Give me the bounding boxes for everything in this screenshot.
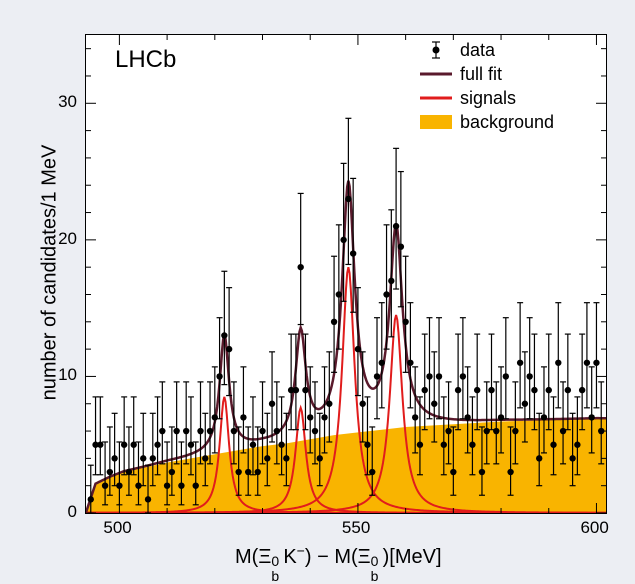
chart-container: LHCb number of candidates/1 MeV M(Ξ0bK−)… bbox=[0, 0, 635, 582]
y-tick-label: 20 bbox=[58, 229, 77, 249]
experiment-label: LHCb bbox=[115, 46, 176, 74]
y-tick-label: 30 bbox=[58, 92, 77, 112]
legend-swatch bbox=[418, 88, 454, 108]
legend-item: background bbox=[418, 110, 554, 134]
x-axis-label-text: M(Ξ0bK−) − M(Ξ0b)[MeV] bbox=[235, 546, 442, 568]
x-tick-label: 550 bbox=[342, 518, 370, 538]
x-tick-label: 500 bbox=[103, 518, 131, 538]
legend-label: full fit bbox=[460, 64, 502, 85]
legend-label: signals bbox=[460, 88, 516, 109]
legend: data full fit signals background bbox=[418, 38, 554, 134]
y-tick-label: 10 bbox=[58, 365, 77, 385]
y-axis-label-text: number of candidates/1 MeV bbox=[39, 145, 61, 401]
legend-swatch bbox=[418, 40, 454, 60]
y-tick-label: 0 bbox=[68, 502, 77, 522]
x-axis-label: M(Ξ0bK−) − M(Ξ0b)[MeV] bbox=[235, 542, 442, 569]
legend-label: background bbox=[460, 112, 554, 133]
x-tick-label: 600 bbox=[580, 518, 608, 538]
legend-item: full fit bbox=[418, 62, 554, 86]
legend-item: signals bbox=[418, 86, 554, 110]
legend-swatch bbox=[418, 112, 454, 132]
legend-swatch bbox=[418, 64, 454, 84]
legend-label: data bbox=[460, 40, 495, 61]
legend-item: data bbox=[418, 38, 554, 62]
